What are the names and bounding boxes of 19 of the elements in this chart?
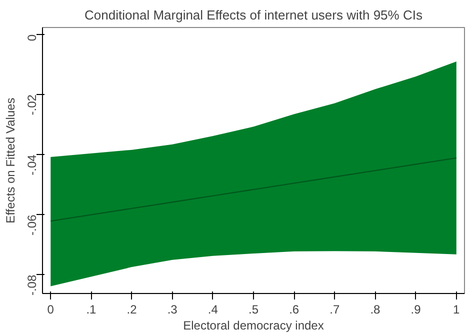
x-tick-label: .7 bbox=[330, 302, 340, 316]
x-tick-label: .9 bbox=[410, 302, 422, 316]
x-tick-label: .8 bbox=[370, 302, 381, 316]
y-tick-label: -.08 bbox=[25, 274, 39, 296]
y-tick-label: 0 bbox=[25, 34, 39, 42]
x-tick-label: .6 bbox=[289, 302, 300, 316]
x-tick-label: .3 bbox=[167, 302, 178, 316]
x-tick-label: .5 bbox=[248, 302, 259, 316]
y-tick-label: -.02 bbox=[25, 94, 39, 116]
x-tick-label: .4 bbox=[208, 302, 218, 316]
x-tick-label: 1 bbox=[453, 302, 460, 316]
x-tick-label: .1 bbox=[86, 302, 97, 316]
y-tick-label: -.06 bbox=[25, 214, 39, 236]
x-tick-label: .2 bbox=[126, 302, 138, 316]
y-tick-label: -.04 bbox=[25, 154, 39, 176]
y-axis-title: Effects on Fitted Values bbox=[4, 98, 18, 224]
x-axis-title: Electoral democracy index bbox=[183, 318, 324, 332]
chart-title: Conditional Marginal Effects of internet users with 95% CIs bbox=[84, 8, 423, 22]
x-tick-label: 0 bbox=[47, 302, 54, 316]
